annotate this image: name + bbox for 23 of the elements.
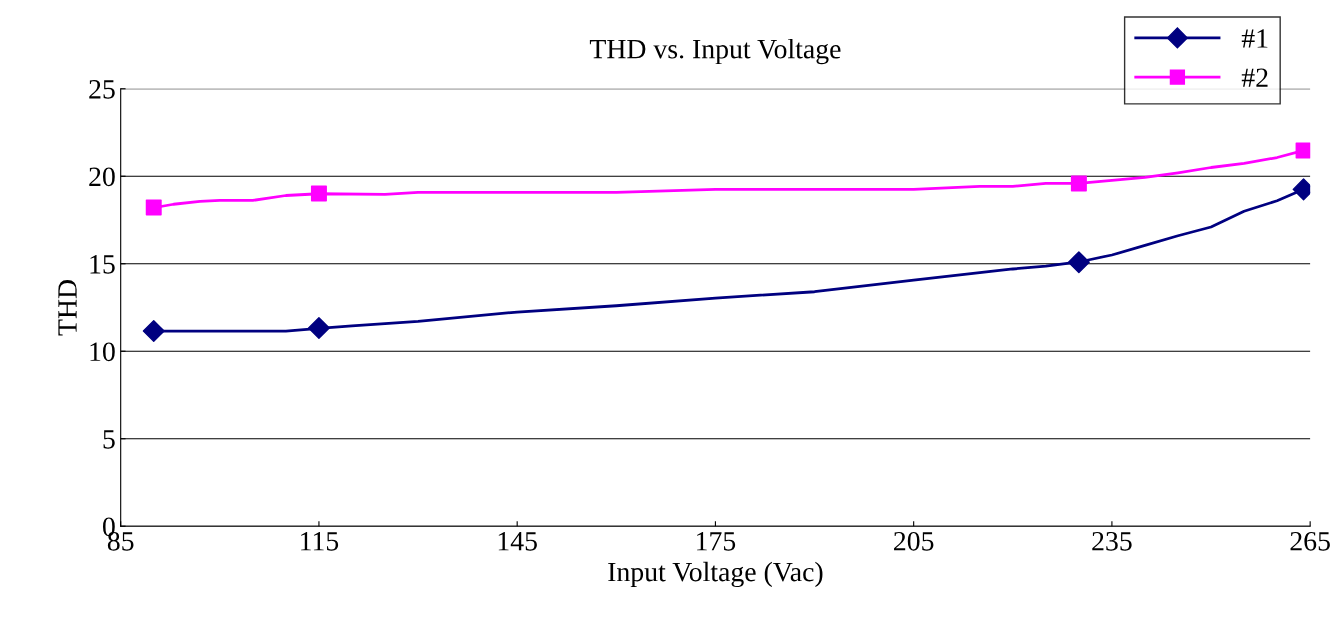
x-tick-label: 145 — [498, 532, 537, 551]
point — [1067, 251, 1090, 274]
x-tick-label: 265 — [1290, 531, 1330, 551]
y-tick-label: 20 — [89, 167, 115, 187]
x-tick-label: 115 — [301, 532, 339, 551]
y-tick-label: 5 — [103, 430, 115, 449]
point — [1070, 175, 1087, 192]
x-tick-label: 175 — [697, 532, 736, 551]
point — [145, 199, 162, 216]
x-tick-label: 205 — [894, 531, 934, 551]
point — [307, 316, 330, 339]
point — [142, 319, 165, 342]
chart-title: THD vs. Input Voltage — [589, 38, 841, 65]
y-tick-label: 15 — [90, 255, 115, 274]
x-axis-title: Input Voltage (Vac) — [608, 561, 823, 588]
legend-label: #2 — [1241, 68, 1268, 87]
legend-label: #1 — [1241, 29, 1268, 48]
x-tick-label: 235 — [1092, 531, 1132, 551]
y-tick-label: 10 — [90, 342, 115, 362]
point — [310, 185, 327, 202]
point — [1295, 142, 1311, 159]
y-tick-label: 25 — [89, 80, 115, 99]
y-axis-title: THD — [58, 280, 77, 336]
